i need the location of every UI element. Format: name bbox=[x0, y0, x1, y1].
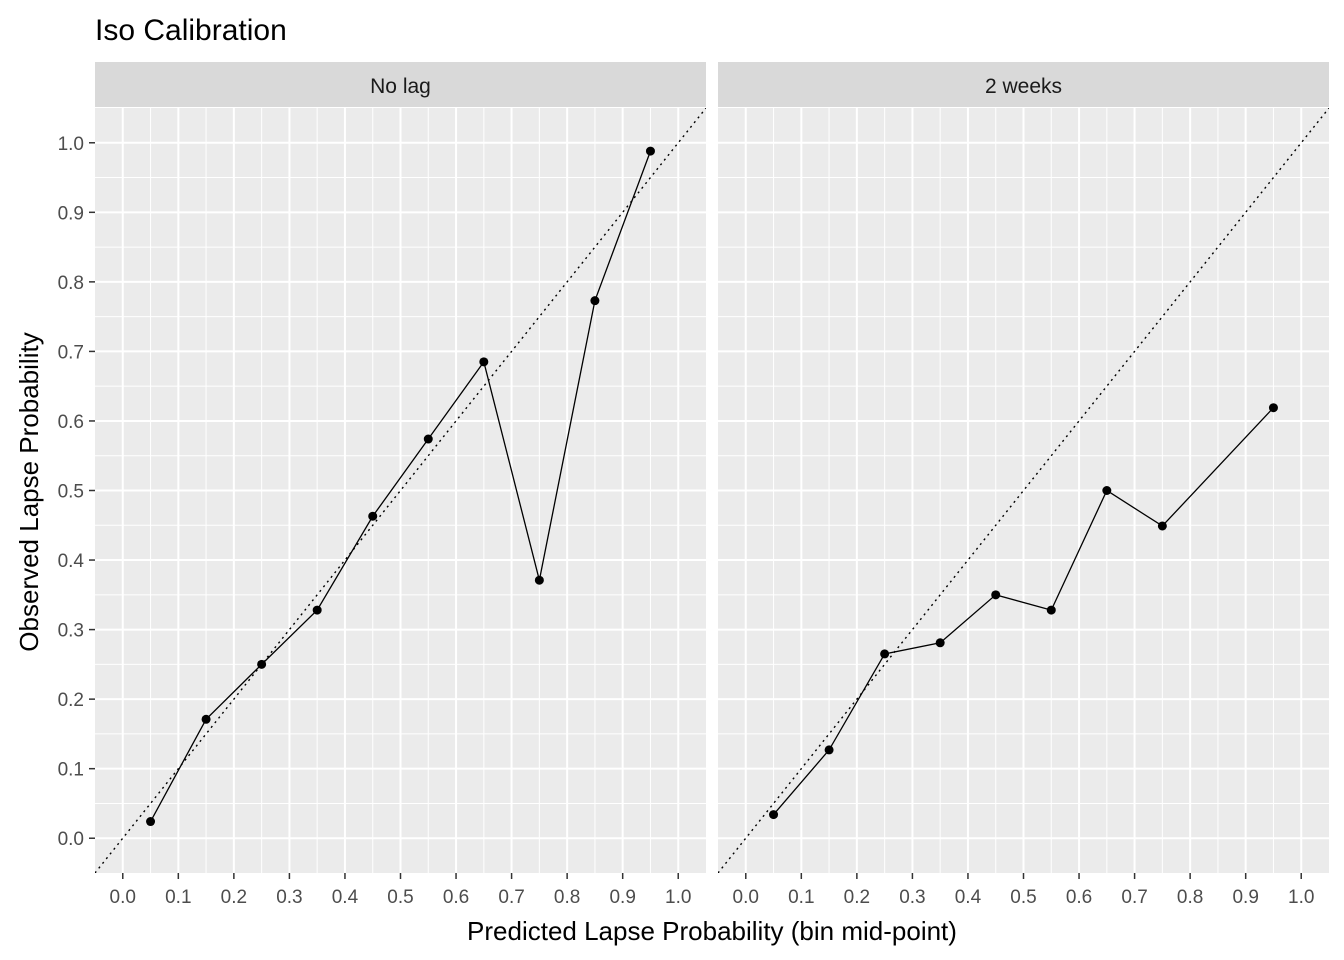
data-point bbox=[368, 511, 378, 521]
x-tick-label: 0.4 bbox=[955, 887, 982, 908]
y-tick-label: 0.5 bbox=[58, 482, 84, 503]
x-tick-label: 0.1 bbox=[165, 887, 191, 908]
x-tick-label: 0.9 bbox=[609, 887, 635, 908]
y-tick-label: 0.2 bbox=[58, 690, 84, 711]
x-tick-label: 0.4 bbox=[332, 887, 359, 908]
chart-title: Iso Calibration bbox=[95, 14, 287, 47]
x-tick-label: 1.0 bbox=[1288, 887, 1314, 908]
reference-diagonal bbox=[718, 108, 1329, 873]
x-tick-label: 0.0 bbox=[110, 887, 136, 908]
y-tick-label: 0.8 bbox=[58, 273, 84, 294]
y-tick-label: 0.3 bbox=[58, 621, 84, 642]
x-tick-label: 0.7 bbox=[1121, 887, 1147, 908]
data-point bbox=[1157, 521, 1167, 531]
y-axis-label: Observed Lapse Probability bbox=[14, 332, 44, 651]
x-tick-label: 0.6 bbox=[443, 887, 469, 908]
data-point bbox=[991, 590, 1001, 600]
facet-strip bbox=[718, 62, 1329, 107]
data-point bbox=[146, 817, 156, 827]
x-tick-label: 0.9 bbox=[1232, 887, 1258, 908]
x-axis-label: Predicted Lapse Probability (bin mid-poi… bbox=[467, 916, 957, 946]
x-tick-label: 0.3 bbox=[899, 887, 925, 908]
data-point bbox=[769, 810, 779, 820]
facet-panels: No lag 0.0 0.1 0.2 0.3 0.4 0.5 0.6 0.7 0.8 0.9 1.0 0… bbox=[58, 62, 1329, 908]
data-point bbox=[423, 434, 433, 444]
data-point bbox=[201, 714, 211, 724]
facet-strip-label: 2 weeks bbox=[985, 75, 1062, 98]
x-tick-label: 1.0 bbox=[665, 887, 691, 908]
x-tick-label: 0.2 bbox=[844, 887, 870, 908]
y-tick-label: 0.7 bbox=[58, 342, 84, 363]
data-point bbox=[645, 146, 655, 156]
data-point bbox=[880, 649, 890, 659]
data-point bbox=[479, 357, 489, 367]
y-tick-label: 0.6 bbox=[58, 412, 84, 433]
data-point bbox=[257, 659, 267, 669]
x-tick-label: 0.2 bbox=[221, 887, 247, 908]
facet-strip bbox=[95, 62, 706, 107]
x-tick-label: 0.5 bbox=[1010, 887, 1036, 908]
data-point bbox=[1268, 403, 1278, 413]
data-point bbox=[1102, 486, 1112, 495]
y-tick-label: 1.0 bbox=[58, 134, 84, 155]
x-tick-label: 0.7 bbox=[498, 887, 524, 908]
data-point bbox=[824, 745, 834, 755]
y-tick-label: 0.0 bbox=[58, 829, 84, 850]
data-point bbox=[935, 638, 945, 648]
x-tick-label: 0.5 bbox=[387, 887, 413, 908]
x-tick-label: 0.6 bbox=[1066, 887, 1092, 908]
data-point bbox=[312, 605, 322, 615]
y-tick-label: 0.9 bbox=[58, 203, 84, 224]
data-point bbox=[590, 296, 600, 306]
data-point bbox=[534, 575, 544, 585]
x-tick-label: 0.3 bbox=[276, 887, 302, 908]
x-tick-label: 0.8 bbox=[1177, 887, 1203, 908]
reference-diagonal bbox=[95, 108, 706, 873]
x-tick-label: 0.1 bbox=[788, 887, 814, 908]
facet-strip-label: No lag bbox=[370, 75, 431, 98]
x-tick-label: 0.0 bbox=[733, 887, 759, 908]
panel-2: 2 weeks 0.0 0.1 0.2 0.3 0.4 0.5 0.6 0.7 0.8 0.9 1.0 bbox=[718, 62, 1329, 908]
series-line bbox=[149, 150, 652, 822]
panel-1: No lag 0.0 0.1 0.2 0.3 0.4 0.5 0.6 0.7 0.8 0.9 1.0 0… bbox=[58, 62, 706, 908]
y-tick-label: 0.1 bbox=[58, 760, 84, 781]
x-tick-label: 0.8 bbox=[554, 887, 580, 908]
data-point bbox=[1046, 605, 1056, 615]
y-tick-label: 0.4 bbox=[58, 551, 85, 572]
